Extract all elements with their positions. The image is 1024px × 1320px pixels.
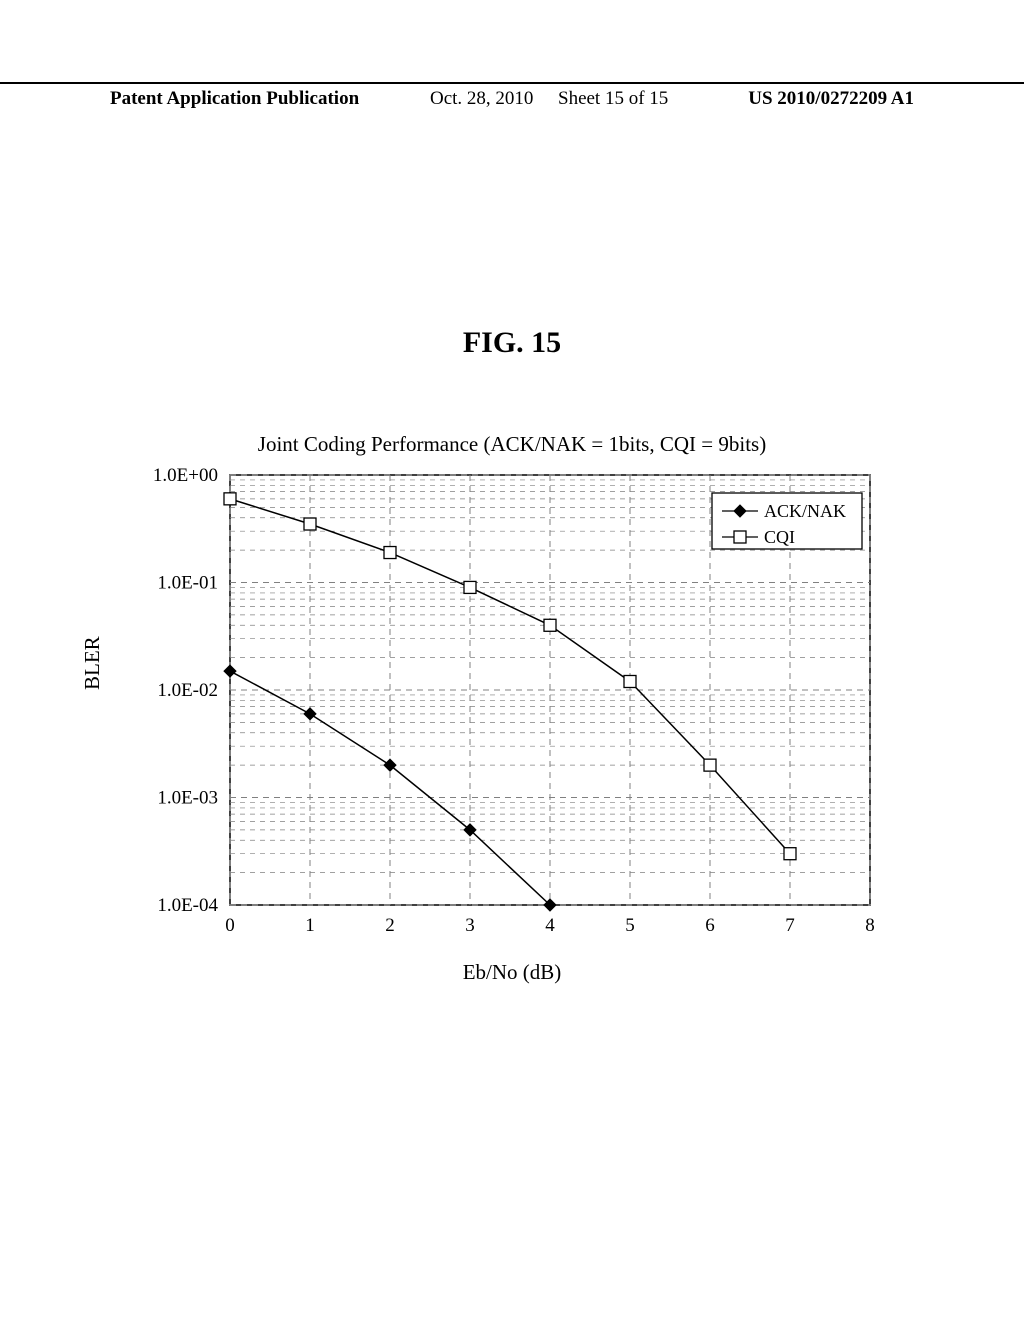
legend: ACK/NAK CQI — [712, 493, 862, 549]
x-tick-label: 6 — [705, 915, 715, 936]
x-axis-label: Eb/No (dB) — [0, 960, 1024, 985]
page-header: Patent Application Publication Oct. 28, … — [0, 82, 1024, 88]
legend-label: CQI — [764, 527, 795, 547]
header-date: Oct. 28, 2010 — [430, 88, 533, 110]
page: Patent Application Publication Oct. 28, … — [0, 0, 1024, 1320]
y-axis-label: BLER — [80, 636, 105, 690]
x-tick-label: 1 — [305, 915, 315, 936]
chart-title: Joint Coding Performance (ACK/NAK = 1bit… — [0, 432, 1024, 457]
y-tick-label: 1.0E-01 — [157, 573, 218, 594]
x-tick-label: 3 — [465, 915, 475, 936]
x-tick-label: 5 — [625, 915, 635, 936]
y-tick-label: 1.0E+00 — [153, 465, 218, 486]
header-sheet: Sheet 15 of 15 — [558, 88, 668, 110]
chart-svg: 1.0E+00 1.0E-01 1.0E-02 1.0E-03 1.0E-04 0 1 2 3 4… — [120, 465, 910, 945]
legend-label: ACK/NAK — [764, 501, 846, 521]
y-tick-label: 1.0E-03 — [157, 788, 218, 809]
x-tick-label: 8 — [865, 915, 875, 936]
x-tick-label: 7 — [785, 915, 795, 936]
y-tick-label: 1.0E-04 — [157, 895, 218, 916]
x-tick-label: 0 — [225, 915, 235, 936]
header-left: Patent Application Publication — [110, 88, 359, 110]
header-pub: US 2010/0272209 A1 — [748, 88, 914, 110]
x-tick-label: 2 — [385, 915, 395, 936]
chart-container: 1.0E+00 1.0E-01 1.0E-02 1.0E-03 1.0E-04 0 1 2 3 4… — [120, 465, 910, 975]
y-tick-label: 1.0E-02 — [157, 680, 218, 701]
figure-label: FIG. 15 — [0, 326, 1024, 360]
x-tick-label: 4 — [545, 915, 555, 936]
